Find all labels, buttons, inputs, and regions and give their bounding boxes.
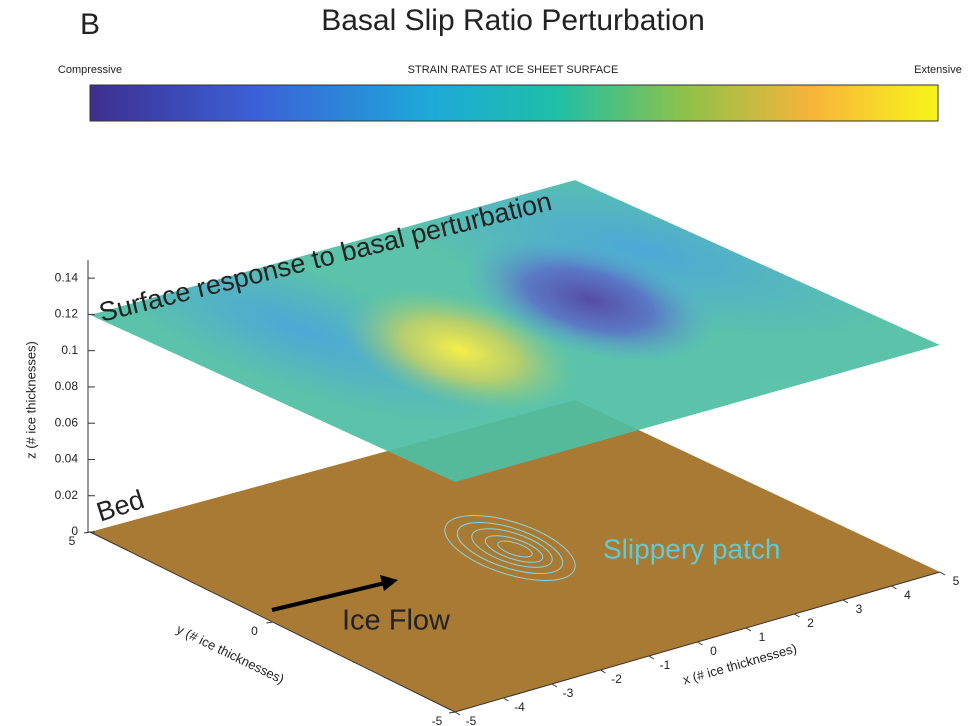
z-tick-label: 0.02 bbox=[55, 488, 79, 502]
x-axis-label: x (# ice thicknesses) bbox=[681, 641, 798, 688]
x-tick-label: 1 bbox=[759, 630, 766, 644]
z-tick-label: 0.04 bbox=[55, 452, 79, 466]
panel-label: B bbox=[80, 8, 100, 41]
x-tick bbox=[746, 628, 751, 631]
x-tick-label: 3 bbox=[856, 602, 863, 616]
surface bbox=[73, 127, 940, 482]
colorbar-label: STRAIN RATES AT ICE SHEET SURFACE bbox=[408, 64, 619, 76]
y-tick bbox=[84, 532, 90, 533]
z-tick-label: 0.1 bbox=[61, 343, 78, 357]
colorbar bbox=[90, 85, 938, 121]
x-tick bbox=[698, 642, 703, 645]
z-tick-label: 0.08 bbox=[55, 379, 79, 393]
x-tick bbox=[892, 586, 897, 589]
x-tick-label: 2 bbox=[807, 616, 814, 630]
colorbar-max: Extensive bbox=[914, 64, 962, 76]
x-tick-label: -4 bbox=[514, 700, 525, 714]
flow-annotation: Ice Flow bbox=[342, 605, 451, 637]
x-tick bbox=[504, 698, 509, 701]
z-tick-label: 0.12 bbox=[55, 307, 79, 321]
x-tick bbox=[552, 684, 557, 687]
z-tick-label: 0.06 bbox=[55, 415, 79, 429]
x-tick bbox=[455, 712, 460, 715]
x-tick-label: 5 bbox=[953, 574, 960, 588]
x-tick-label: 0 bbox=[710, 644, 717, 658]
y-tick bbox=[267, 622, 273, 623]
x-tick-label: -1 bbox=[660, 658, 671, 672]
patch-annotation: Slippery patch bbox=[603, 533, 780, 564]
x-tick bbox=[649, 656, 654, 659]
y-tick-label: 0 bbox=[251, 624, 258, 638]
x-tick-label: -3 bbox=[563, 686, 574, 700]
y-tick-label: 5 bbox=[69, 534, 76, 548]
title: Basal Slip Ratio Perturbation bbox=[321, 4, 705, 37]
z-axis-label: z (# ice thicknesses) bbox=[23, 341, 38, 459]
figure: B Basal Slip Ratio Perturbation Compress… bbox=[0, 0, 976, 726]
z-tick-label: 0.14 bbox=[55, 270, 79, 284]
x-tick bbox=[601, 670, 606, 673]
x-tick-label: 4 bbox=[904, 588, 911, 602]
y-tick-label: -5 bbox=[432, 714, 443, 726]
y-axis-label: y (# ice thicknesses) bbox=[174, 621, 286, 686]
colorbar-min: Compressive bbox=[58, 64, 122, 76]
y-tick bbox=[449, 712, 455, 713]
x-tick-label: -2 bbox=[611, 672, 622, 686]
x-tick bbox=[795, 614, 800, 617]
x-tick-label: -5 bbox=[466, 714, 477, 726]
x-tick bbox=[843, 600, 848, 603]
x-tick bbox=[940, 572, 945, 575]
